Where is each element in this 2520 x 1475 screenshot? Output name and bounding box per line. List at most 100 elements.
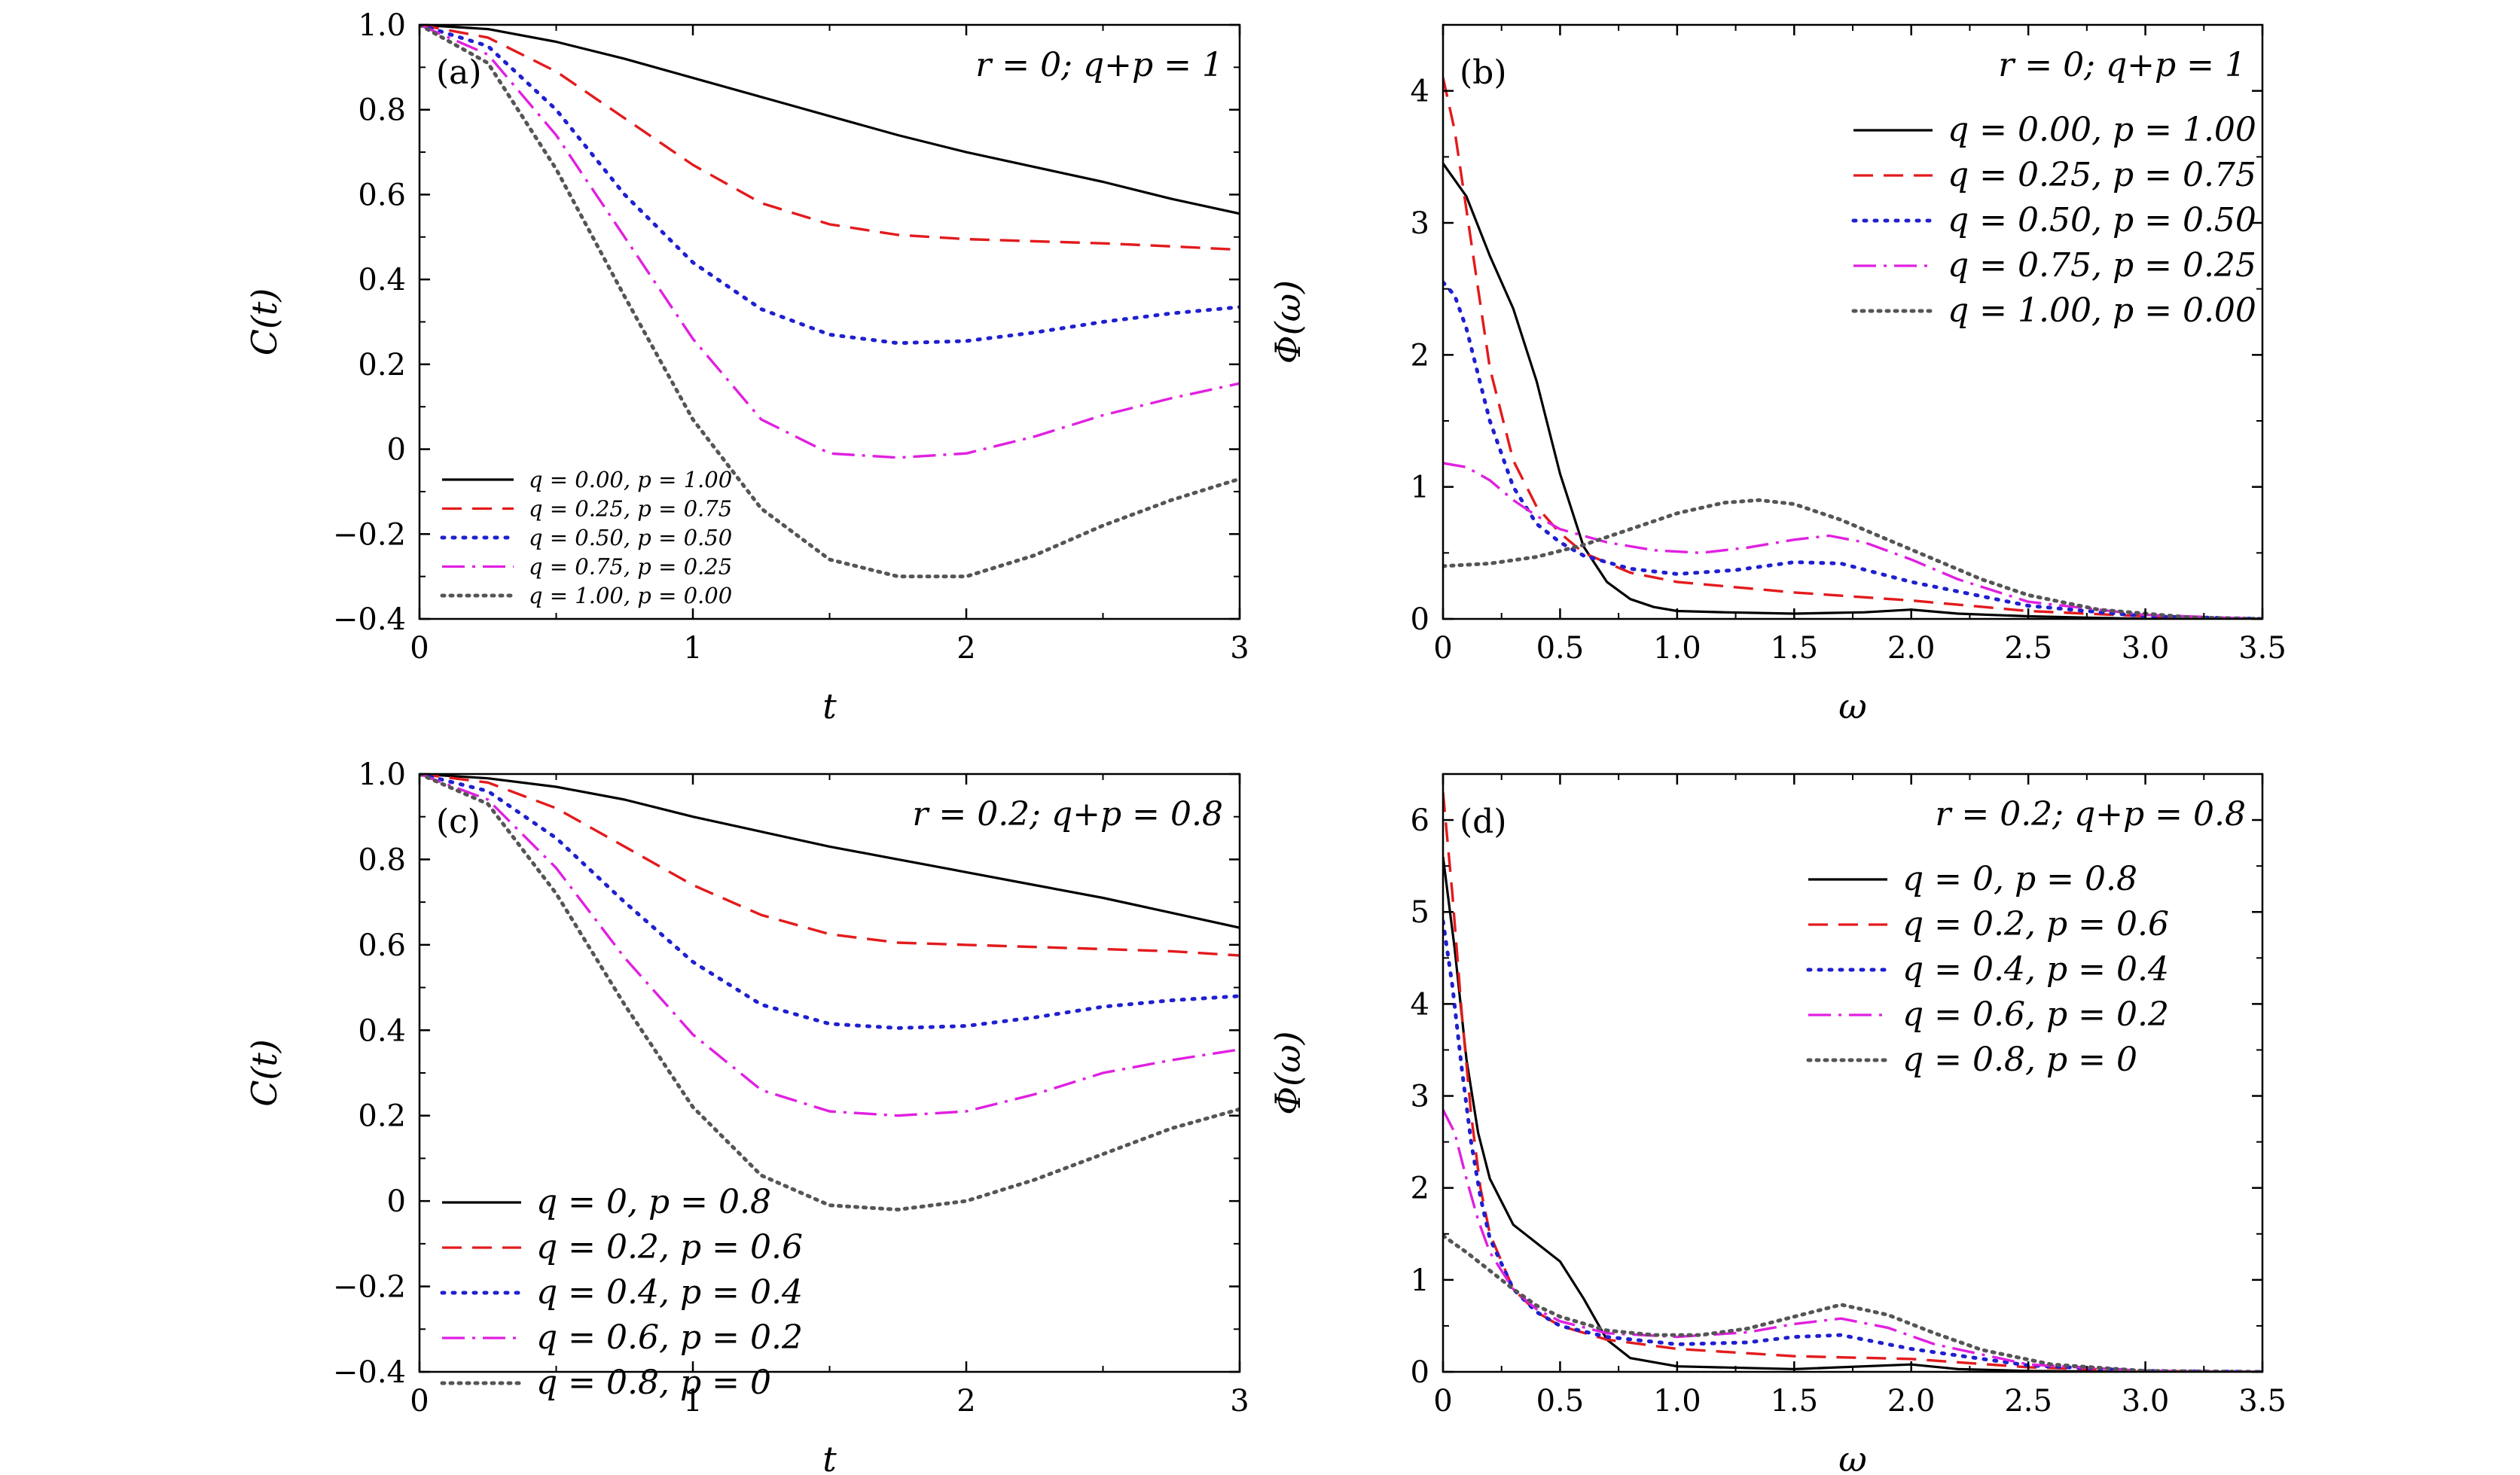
x-tick-label: 1.0 <box>1653 631 1701 666</box>
plot-frame <box>1442 773 2264 1373</box>
legend-label: q = 1.00, p = 0.00 <box>1948 291 2256 330</box>
y-tick-label: 5 <box>1411 895 1429 930</box>
x-tick-label: 0 <box>1433 631 1452 666</box>
x-tick-label: 0 <box>1433 1384 1452 1419</box>
y-axis-label: Φ(ω) <box>1268 1031 1308 1114</box>
legend-label: q = 0.8, p = 0 <box>1902 1041 2137 1079</box>
series-line-2 <box>1443 77 2262 619</box>
y-tick-label: 4 <box>1411 75 1429 109</box>
panel-annotation: r = 0.2; q+p = 0.8 <box>1935 795 2246 833</box>
x-tick-label: 1.5 <box>1770 631 1818 666</box>
series-line-5 <box>419 25 1240 579</box>
y-axis-label: Φ(ω) <box>1268 280 1308 364</box>
series-line-5 <box>1443 1233 2262 1372</box>
x-tick-label: 2.5 <box>2004 1384 2052 1419</box>
legend: q = 0, p = 0.8 q = 0.2, p = 0.6 q = 0.4, p… <box>440 1183 803 1402</box>
x-tick-label: 3.5 <box>2238 631 2287 666</box>
panel-label: (a) <box>436 53 482 92</box>
y-tick-label: −0.2 <box>333 1270 406 1305</box>
legend-label: q = 1.00, p = 0.00 <box>529 583 732 608</box>
legend: q = 0, p = 0.8 q = 0.2, p = 0.6 q = 0.4, p… <box>1806 860 2169 1079</box>
legend-label: q = 0.8, p = 0 <box>536 1364 771 1402</box>
panel-annotation: r = 0.2; q+p = 0.8 <box>912 795 1223 833</box>
y-tick-label: 0.2 <box>358 348 406 382</box>
x-tick-label: 1 <box>683 1384 702 1419</box>
y-tick-label: 0.2 <box>358 1099 406 1134</box>
x-tick-label: 1.5 <box>1770 1384 1818 1419</box>
y-axis-label: C(t) <box>244 1039 285 1107</box>
panel-label: (c) <box>436 803 481 841</box>
y-tick-label: 0 <box>1411 602 1429 637</box>
x-tick-label: 2 <box>956 631 975 666</box>
x-tick-label: 0 <box>410 631 429 666</box>
x-tick-label: 3.0 <box>2122 631 2170 666</box>
y-tick-label: 2 <box>1411 1172 1429 1206</box>
y-tick-label: 1.0 <box>358 757 406 792</box>
x-tick-label: 0.5 <box>1536 631 1585 666</box>
y-tick-label: 0 <box>1411 1355 1429 1390</box>
x-tick-label: 3 <box>1230 631 1249 666</box>
panel-a: 0 1 2 3 −0.4 −0.2 0 0.2 0.4 0.6 0.8 1.0 t C(t) (a) r = … <box>244 8 1249 727</box>
y-tick-label: −0.4 <box>333 1355 406 1390</box>
series-line-2 <box>419 25 1240 251</box>
x-tick-label: 2.5 <box>2004 631 2052 666</box>
panel-b: 0 0.5 1.0 1.5 2.0 2.5 3.0 3.5 0 1 2 3 4 ω Φ(ω) (b) r = 0… <box>1268 23 2287 727</box>
series-line-1 <box>419 774 1240 929</box>
x-axis-label: t <box>822 686 837 727</box>
legend-label: q = 0.4, p = 0.4 <box>536 1273 803 1312</box>
x-tick-label: 1.0 <box>1653 1384 1701 1419</box>
panel-d: 0 0.5 1.0 1.5 2.0 2.5 3.0 3.5 0 1 2 3 4 5 6 ω Φ(ω) (d) r =… <box>1268 773 2287 1475</box>
legend-label: q = 0.00, p = 1.00 <box>529 467 732 492</box>
y-tick-label: 3 <box>1411 206 1429 241</box>
y-tick-label: −0.2 <box>333 517 406 552</box>
y-tick-label: 1 <box>1411 1263 1429 1298</box>
series-line-5 <box>1443 498 2262 619</box>
panel-annotation: r = 0; q+p = 1 <box>975 46 1223 84</box>
x-axis-label: t <box>822 1439 837 1475</box>
series-line-3 <box>1443 280 2262 619</box>
legend: q = 0.00, p = 1.00 q = 0.25, p = 0.75 q = … <box>440 467 732 608</box>
y-tick-label: 6 <box>1411 803 1429 838</box>
panel-c: 0 1 2 3 −0.4 −0.2 0 0.2 0.4 0.6 0.8 1.0 t C(t) (c) r = … <box>244 757 1249 1475</box>
legend-label: q = 0.4, p = 0.4 <box>1902 950 2169 989</box>
x-tick-label: 2 <box>956 1384 975 1419</box>
series-line-4 <box>1443 462 2262 619</box>
x-tick-label: 1 <box>683 631 702 666</box>
panel-annotation: r = 0; q+p = 1 <box>1998 46 2246 84</box>
panel-label: (d) <box>1460 803 1507 841</box>
y-axis-label: C(t) <box>244 288 285 356</box>
x-tick-label: 3.0 <box>2122 1384 2170 1419</box>
y-tick-label: 4 <box>1411 987 1429 1022</box>
y-tick-label: 0.8 <box>358 843 406 877</box>
legend-label: q = 0.2, p = 0.6 <box>1902 905 2169 943</box>
legend-label: q = 0.6, p = 0.2 <box>1902 995 2169 1034</box>
x-axis-label: ω <box>1838 686 1867 727</box>
y-tick-label: 0.8 <box>358 93 406 128</box>
series-line-1 <box>1443 163 2262 619</box>
panel-label: (b) <box>1460 53 1507 92</box>
y-tick-label: 0.4 <box>358 1013 406 1048</box>
series-line-1 <box>419 25 1240 215</box>
legend-label: q = 0, p = 0.8 <box>1902 860 2137 898</box>
series-line-5 <box>419 774 1240 1211</box>
x-tick-label: 0.5 <box>1536 1384 1585 1419</box>
y-tick-label: −0.4 <box>333 602 406 637</box>
legend-label: q = 0.50, p = 0.50 <box>1948 201 2256 239</box>
legend-label: q = 0.75, p = 0.25 <box>529 554 732 580</box>
y-tick-label: 2 <box>1411 338 1429 373</box>
y-tick-label: 1.0 <box>358 8 406 43</box>
y-tick-label: 3 <box>1411 1080 1429 1114</box>
legend-label: q = 0, p = 0.8 <box>536 1183 771 1221</box>
y-tick-label: 0 <box>387 433 406 468</box>
x-tick-label: 3 <box>1230 1384 1249 1419</box>
x-axis-label: ω <box>1838 1439 1867 1475</box>
legend-label: q = 0.75, p = 0.25 <box>1948 246 2256 285</box>
legend: q = 0.00, p = 1.00 q = 0.25, p = 0.75 q = … <box>1851 111 2256 330</box>
legend-label: q = 0.6, p = 0.2 <box>536 1318 803 1357</box>
legend-label: q = 0.25, p = 0.75 <box>529 496 732 522</box>
series-line-3 <box>419 25 1240 346</box>
series-line-3 <box>1443 919 2262 1372</box>
legend-label: q = 0.25, p = 0.75 <box>1948 156 2256 194</box>
x-tick-label: 2.0 <box>1887 1384 1936 1419</box>
